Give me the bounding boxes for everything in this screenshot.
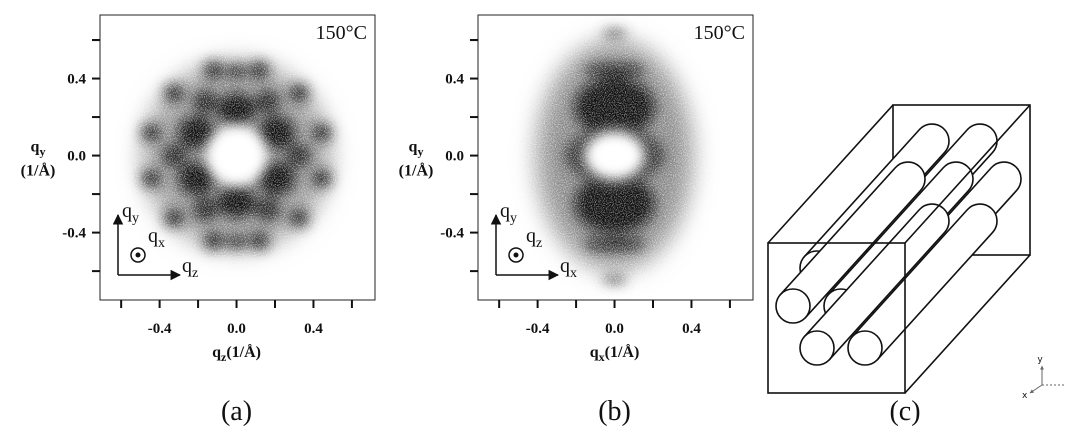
- y-axis-label: qy: [409, 139, 424, 159]
- x-tick-label: 0.0: [605, 321, 624, 337]
- panel-c: [767, 104, 1031, 394]
- panel-label: (b): [598, 396, 631, 427]
- annotation: 150°C: [694, 22, 745, 44]
- panel-label: (c): [889, 396, 920, 427]
- inset-axis-label: qy: [122, 200, 139, 226]
- x-tick-label: 0.4: [304, 321, 323, 337]
- inset-axis-label: qz: [526, 225, 542, 251]
- inset-axis-label: qx: [560, 255, 577, 281]
- y-tick-label: 0.4: [67, 72, 86, 88]
- x-axis-label: qx(1/Å): [590, 343, 640, 364]
- y-tick-label: -0.4: [440, 226, 464, 242]
- panel-label: (a): [221, 396, 252, 427]
- y-axis-label: qy: [31, 139, 46, 159]
- x-tick-label: -0.4: [148, 321, 172, 337]
- x-axis-label: qz(1/Å): [212, 343, 261, 364]
- inset-axis-label: qz: [182, 255, 198, 281]
- axis-label: y: [1037, 355, 1043, 365]
- inset-axis-label: qy: [500, 200, 517, 226]
- panel: -0.4 0.0 0.4 -0.4 0.0 0.4 qy (1/Å) qz(1/Å) 150°C (…: [21, 14, 376, 427]
- y-tick-label: 0.0: [445, 149, 464, 165]
- y-tick-label: 0.4: [445, 72, 464, 88]
- inset-axis-label: qx: [148, 225, 165, 251]
- y-tick-label: -0.4: [62, 226, 86, 242]
- axis-label: x: [1022, 391, 1028, 401]
- annotation: 150°C: [316, 22, 367, 44]
- y-axis-unit: (1/Å): [21, 162, 56, 180]
- y-axis-unit: (1/Å): [399, 162, 434, 180]
- x-tick-label: 0.0: [227, 321, 246, 337]
- panel: -0.4 0.0 0.4 -0.4 0.0 0.4 qy (1/Å) qx(1/Å) 150°C (…: [399, 14, 754, 427]
- x-tick-label: -0.4: [526, 321, 550, 337]
- y-tick-label: 0.0: [67, 149, 86, 165]
- cube-axes-icon: y x: [1022, 355, 1066, 401]
- scattering-pattern: [478, 15, 753, 300]
- x-tick-label: 0.4: [682, 321, 701, 337]
- scattering-pattern: [100, 15, 375, 300]
